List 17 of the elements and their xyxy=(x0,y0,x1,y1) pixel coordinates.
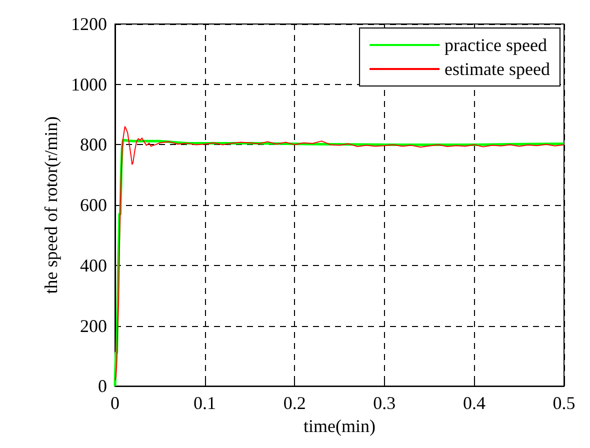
y-tick-label: 200 xyxy=(80,316,107,336)
y-tick-label: 600 xyxy=(80,195,107,216)
x-tick-label: 0.5 xyxy=(552,393,576,414)
x-axis-title: time(min) xyxy=(304,416,376,436)
x-tick-label: 0.4 xyxy=(462,393,486,414)
y-tick-label: 800 xyxy=(80,134,107,155)
y-tick-label: 0 xyxy=(98,376,107,396)
y-tick-label: 1000 xyxy=(71,74,107,94)
x-tick-label: 0.1 xyxy=(194,393,216,414)
x-tick-label: 0.2 xyxy=(283,393,306,414)
x-tick-label: 0.3 xyxy=(373,393,396,414)
legend-label: practice speed xyxy=(444,35,547,55)
y-tick-label: 400 xyxy=(80,255,107,276)
y-axis-title: the speed of rotor(r/min) xyxy=(41,116,62,294)
x-tick-label: 0 xyxy=(110,393,120,414)
legend-label: estimate speed xyxy=(444,59,550,79)
y-tick-label: 1200 xyxy=(71,14,107,34)
